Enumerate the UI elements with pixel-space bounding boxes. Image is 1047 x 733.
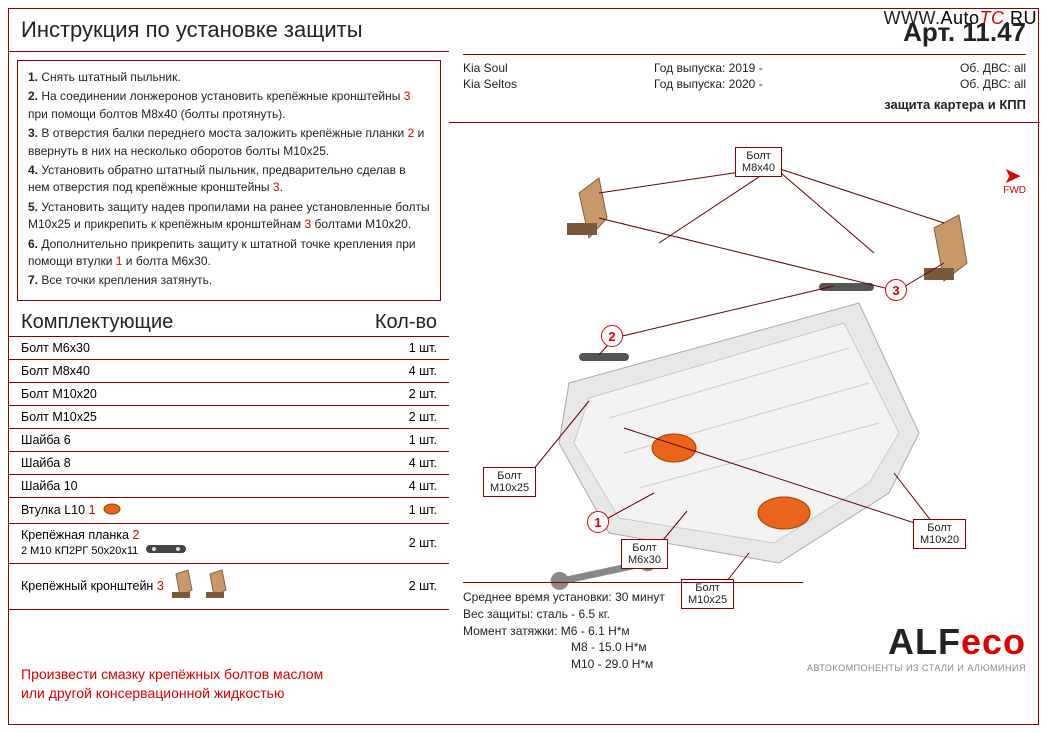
info-time: Среднее время установки: 30 минут	[463, 589, 803, 606]
table-row: Болт М8х404 шт.	[9, 359, 449, 382]
vehicle-eng: Об. ДВС: all	[845, 61, 1026, 75]
info-torque-m10: М10 - 29.0 Н*м	[463, 656, 803, 673]
vehicle-year: Год выпуска: 2020 -	[654, 77, 835, 91]
page-border: Инструкция по установке защиты 1. Снять …	[8, 8, 1039, 725]
info-weight: Вес защиты: сталь - 6.5 кг.	[463, 606, 803, 623]
label-bolt-m10x25: БолтМ10х25	[483, 467, 536, 497]
instruction-step: 1. Снять штатный пыльник.	[28, 69, 430, 86]
table-row: Шайба 84 шт.	[9, 451, 449, 474]
vehicle-year: Год выпуска: 2019 -	[654, 61, 835, 75]
vehicle-grid: Kia Soul Год выпуска: 2019 - Об. ДВС: all K…	[463, 61, 1026, 112]
info-torque-m8: М8 - 15.0 Н*м	[463, 639, 803, 656]
label-bolt-m6x30: БолтМ6х30	[621, 539, 668, 569]
components-header: Комплектующие Кол-во	[9, 309, 449, 337]
header-block: Арт. 11.47 Kia Soul Год выпуска: 2019 - Об…	[449, 9, 1040, 123]
vehicle-model: Kia Seltos	[463, 77, 644, 91]
plank-icon	[579, 353, 629, 361]
footer-line2: или другой консервационной жидкостью	[21, 684, 323, 704]
components-table: Болт М6х301 шт.Болт М8х404 шт.Болт М10х2…	[9, 337, 449, 610]
table-row: Крепёжный кронштейн 32 шт.	[9, 563, 449, 609]
instruction-step: 7. Все точки крепления затянуть.	[28, 272, 430, 289]
label-bolt-m10x20: БолтМ10х20	[913, 519, 966, 549]
table-row: Шайба 61 шт.	[9, 428, 449, 451]
logo-eco: eco	[961, 621, 1026, 662]
vehicle-model: Kia Soul	[463, 61, 644, 75]
instructions-box: 1. Снять штатный пыльник. 2. На соединени…	[17, 60, 441, 301]
table-row: Болт М6х301 шт.	[9, 337, 449, 360]
comp-header-left: Комплектующие	[21, 311, 173, 334]
callout-1: 1	[587, 511, 609, 533]
table-row: Шайба 104 шт.	[9, 474, 449, 497]
hatch-icon	[652, 434, 696, 462]
table-row: Болт М10х252 шт.	[9, 405, 449, 428]
instruction-step: 2. На соединении лонжеронов установить к…	[28, 88, 430, 123]
hatch-icon	[758, 497, 810, 529]
plank-icon	[819, 283, 874, 291]
exploded-diagram: ➤FWD	[449, 123, 1040, 683]
logo-text: ALFeco	[807, 621, 1026, 663]
footer-warning: Произвести смазку крепёжных болтов масло…	[21, 665, 323, 704]
page-title: Инструкция по установке защиты	[9, 9, 449, 52]
table-row: Втулка L10 11 шт.	[9, 497, 449, 523]
brand-logo: ALFeco АВТОКОМПОНЕНТЫ ИЗ СТАЛИ И АЛЮМИНИ…	[807, 621, 1026, 673]
comp-header-right: Кол-во	[375, 311, 437, 334]
logo-alf: ALF	[888, 621, 961, 662]
instruction-step: 5. Установить защиту надев пропилами на …	[28, 199, 430, 234]
label-bolt-m8x40: БолтМ8х40	[735, 147, 782, 177]
logo-tagline: АВТОКОМПОНЕНТЫ ИЗ СТАЛИ И АЛЮМИНИЯ	[807, 663, 1026, 673]
table-row: Крепёжная планка 22 М10 КП2РГ 50х20х112 …	[9, 523, 449, 563]
info-torque-m6: Момент затяжки: М6 - 6.1 Н*м	[463, 623, 803, 640]
footer-line1: Произвести смазку крепёжных болтов масло…	[21, 665, 323, 685]
bracket-icon	[567, 178, 607, 238]
callout-2: 2	[601, 325, 623, 347]
table-row: Болт М10х202 шт.	[9, 382, 449, 405]
install-info: Среднее время установки: 30 минут Вес за…	[463, 582, 803, 673]
right-column: Арт. 11.47 Kia Soul Год выпуска: 2019 - Об…	[449, 9, 1040, 724]
instruction-step: 6. Дополнительно прикрепить защиту к шта…	[28, 236, 430, 271]
callout-3: 3	[885, 279, 907, 301]
instruction-step: 4. Установить обратно штатный пыльник, п…	[28, 162, 430, 197]
article-number: Арт. 11.47	[463, 17, 1026, 55]
protection-description: защита картера и КПП	[654, 97, 1026, 112]
vehicle-eng: Об. ДВС: all	[845, 77, 1026, 91]
left-column: Инструкция по установке защиты 1. Снять …	[9, 9, 449, 724]
instruction-step: 3. В отверстия балки переднего моста зал…	[28, 125, 430, 160]
